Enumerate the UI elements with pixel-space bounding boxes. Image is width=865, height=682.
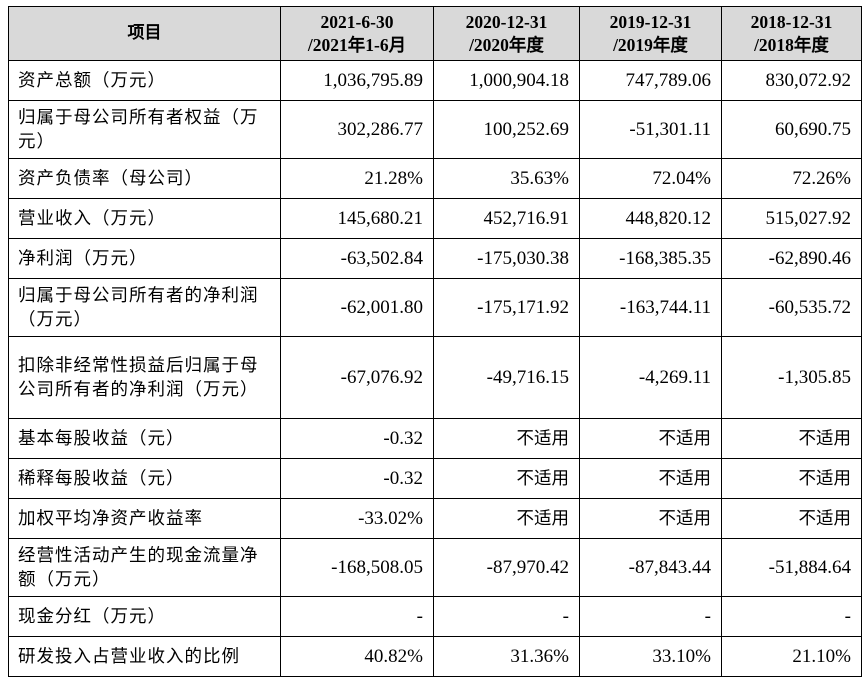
value-cell: -62,890.46 — [721, 238, 862, 279]
value-cell: 1,000,904.18 — [433, 60, 580, 101]
value-cell: 100,252.69 — [433, 100, 580, 159]
value-cell: -87,970.42 — [433, 538, 580, 597]
value-cell: -175,171.92 — [433, 278, 580, 337]
table-row: 经营性活动产生的现金流量净额（万元） -168,508.05 -87,970.42-… — [8, 538, 862, 597]
value-cell: -51,884.64 — [721, 538, 862, 597]
value-cell: -4,269.11 — [579, 336, 722, 419]
value-cell: 21.10% — [721, 636, 862, 677]
header-date: 2019-12-31 — [609, 11, 692, 32]
value-cell: 不适用 — [721, 498, 862, 539]
value-cell: 不适用 — [579, 458, 722, 499]
value-cell: 不适用 — [579, 498, 722, 539]
value-cell: 302,286.77 — [280, 100, 434, 159]
row-label: 营业收入（万元） — [8, 198, 281, 239]
header-period-2021h1: 2021-6-30 /2021年1-6月 — [280, 6, 434, 61]
value-cell: -33.02% — [280, 498, 434, 539]
table-row: 基本每股收益（元） -0.32 不适用 不适用 不适用 — [8, 418, 862, 459]
table-row: 资产总额（万元） 1,036,795.89 1,000,904.18 747,789.… — [8, 60, 862, 101]
table-row: 净利润（万元） -63,502.84 -175,030.38 -168,385.35-… — [8, 238, 862, 279]
value-cell: -163,744.11 — [579, 278, 722, 337]
table-row: 扣除非经常性损益后归属于母公司所有者的净利润（万元） -67,076.92 -49,… — [8, 336, 862, 419]
value-cell: 830,072.92 — [721, 60, 862, 101]
value-cell: 40.82% — [280, 636, 434, 677]
value-cell: - — [433, 596, 580, 637]
table-header-row: 项目 2021-6-30 /2021年1-6月 2020-12-31 /2020… — [8, 6, 862, 61]
value-cell: - — [280, 596, 434, 637]
value-cell: 不适用 — [721, 418, 862, 459]
value-cell: -168,385.35 — [579, 238, 722, 279]
table-row: 加权平均净资产收益率 -33.02% 不适用 不适用 不适用 — [8, 498, 862, 539]
header-period: /2021年1-6月 — [307, 34, 407, 55]
table-row: 资产负债率（母公司） 21.28% 35.63% 72.04% 72.26% — [8, 158, 862, 199]
financial-summary-table: 项目 2021-6-30 /2021年1-6月 2020-12-31 /2020… — [8, 6, 862, 677]
value-cell: 72.04% — [579, 158, 722, 199]
value-cell: 35.63% — [433, 158, 580, 199]
row-label: 加权平均净资产收益率 — [8, 498, 281, 539]
value-cell: - — [579, 596, 722, 637]
row-label: 研发投入占营业收入的比例 — [8, 636, 281, 677]
value-cell: -0.32 — [280, 418, 434, 459]
header-period: /2018年度 — [754, 34, 829, 55]
row-label: 资产总额（万元） — [8, 60, 281, 101]
value-cell: 不适用 — [721, 458, 862, 499]
row-label: 归属于母公司所有者的净利润（万元） — [8, 278, 281, 337]
value-cell: 不适用 — [433, 458, 580, 499]
value-cell: -49,716.15 — [433, 336, 580, 419]
table-row: 营业收入（万元） 145,680.21 452,716.91 448,820.12 51… — [8, 198, 862, 239]
value-cell: 31.36% — [433, 636, 580, 677]
value-cell: -1,305.85 — [721, 336, 862, 419]
table-row: 稀释每股收益（元） -0.32 不适用 不适用 不适用 — [8, 458, 862, 499]
header-period-2019: 2019-12-31 /2019年度 — [579, 6, 722, 61]
header-date: 2018-12-31 — [750, 11, 833, 32]
value-cell: 33.10% — [579, 636, 722, 677]
row-label: 资产负债率（母公司） — [8, 158, 281, 199]
value-cell: 不适用 — [579, 418, 722, 459]
value-cell: -168,508.05 — [280, 538, 434, 597]
table-body: 资产总额（万元） 1,036,795.89 1,000,904.18 747,789.… — [8, 60, 862, 677]
row-label: 净利润（万元） — [8, 238, 281, 279]
row-label: 稀释每股收益（元） — [8, 458, 281, 499]
table-row: 归属于母公司所有者的净利润（万元） -62,001.80 -175,171.92 -1… — [8, 278, 862, 337]
value-cell: -62,001.80 — [280, 278, 434, 337]
value-cell: 60,690.75 — [721, 100, 862, 159]
value-cell: - — [721, 596, 862, 637]
table-row: 归属于母公司所有者权益（万元） 302,286.77 100,252.69 -51,3… — [8, 100, 862, 159]
value-cell: 72.26% — [721, 158, 862, 199]
value-cell: -63,502.84 — [280, 238, 434, 279]
value-cell: -67,076.92 — [280, 336, 434, 419]
row-label: 归属于母公司所有者权益（万元） — [8, 100, 281, 159]
table-row: 研发投入占营业收入的比例 40.82% 31.36% 33.10% 21.10% — [8, 636, 862, 677]
value-cell: 747,789.06 — [579, 60, 722, 101]
row-label: 扣除非经常性损益后归属于母公司所有者的净利润（万元） — [8, 336, 281, 419]
value-cell: 515,027.92 — [721, 198, 862, 239]
row-label: 基本每股收益（元） — [8, 418, 281, 459]
value-cell: 21.28% — [280, 158, 434, 199]
header-item: 项目 — [8, 6, 281, 61]
header-period: /2019年度 — [613, 34, 688, 55]
value-cell: -60,535.72 — [721, 278, 862, 337]
row-label: 经营性活动产生的现金流量净额（万元） — [8, 538, 281, 597]
header-date: 2021-6-30 — [320, 11, 394, 32]
header-date: 2020-12-31 — [465, 11, 548, 32]
value-cell: 448,820.12 — [579, 198, 722, 239]
value-cell: -0.32 — [280, 458, 434, 499]
value-cell: 1,036,795.89 — [280, 60, 434, 101]
value-cell: -175,030.38 — [433, 238, 580, 279]
row-label: 现金分红（万元） — [8, 596, 281, 637]
value-cell: 452,716.91 — [433, 198, 580, 239]
value-cell: 不适用 — [433, 418, 580, 459]
table-row: 现金分红（万元） - - - - — [8, 596, 862, 637]
value-cell: -51,301.11 — [579, 100, 722, 159]
value-cell: 145,680.21 — [280, 198, 434, 239]
value-cell: -87,843.44 — [579, 538, 722, 597]
header-period-2020: 2020-12-31 /2020年度 — [433, 6, 580, 61]
header-period: /2020年度 — [469, 34, 544, 55]
value-cell: 不适用 — [433, 498, 580, 539]
header-period-2018: 2018-12-31 /2018年度 — [721, 6, 862, 61]
